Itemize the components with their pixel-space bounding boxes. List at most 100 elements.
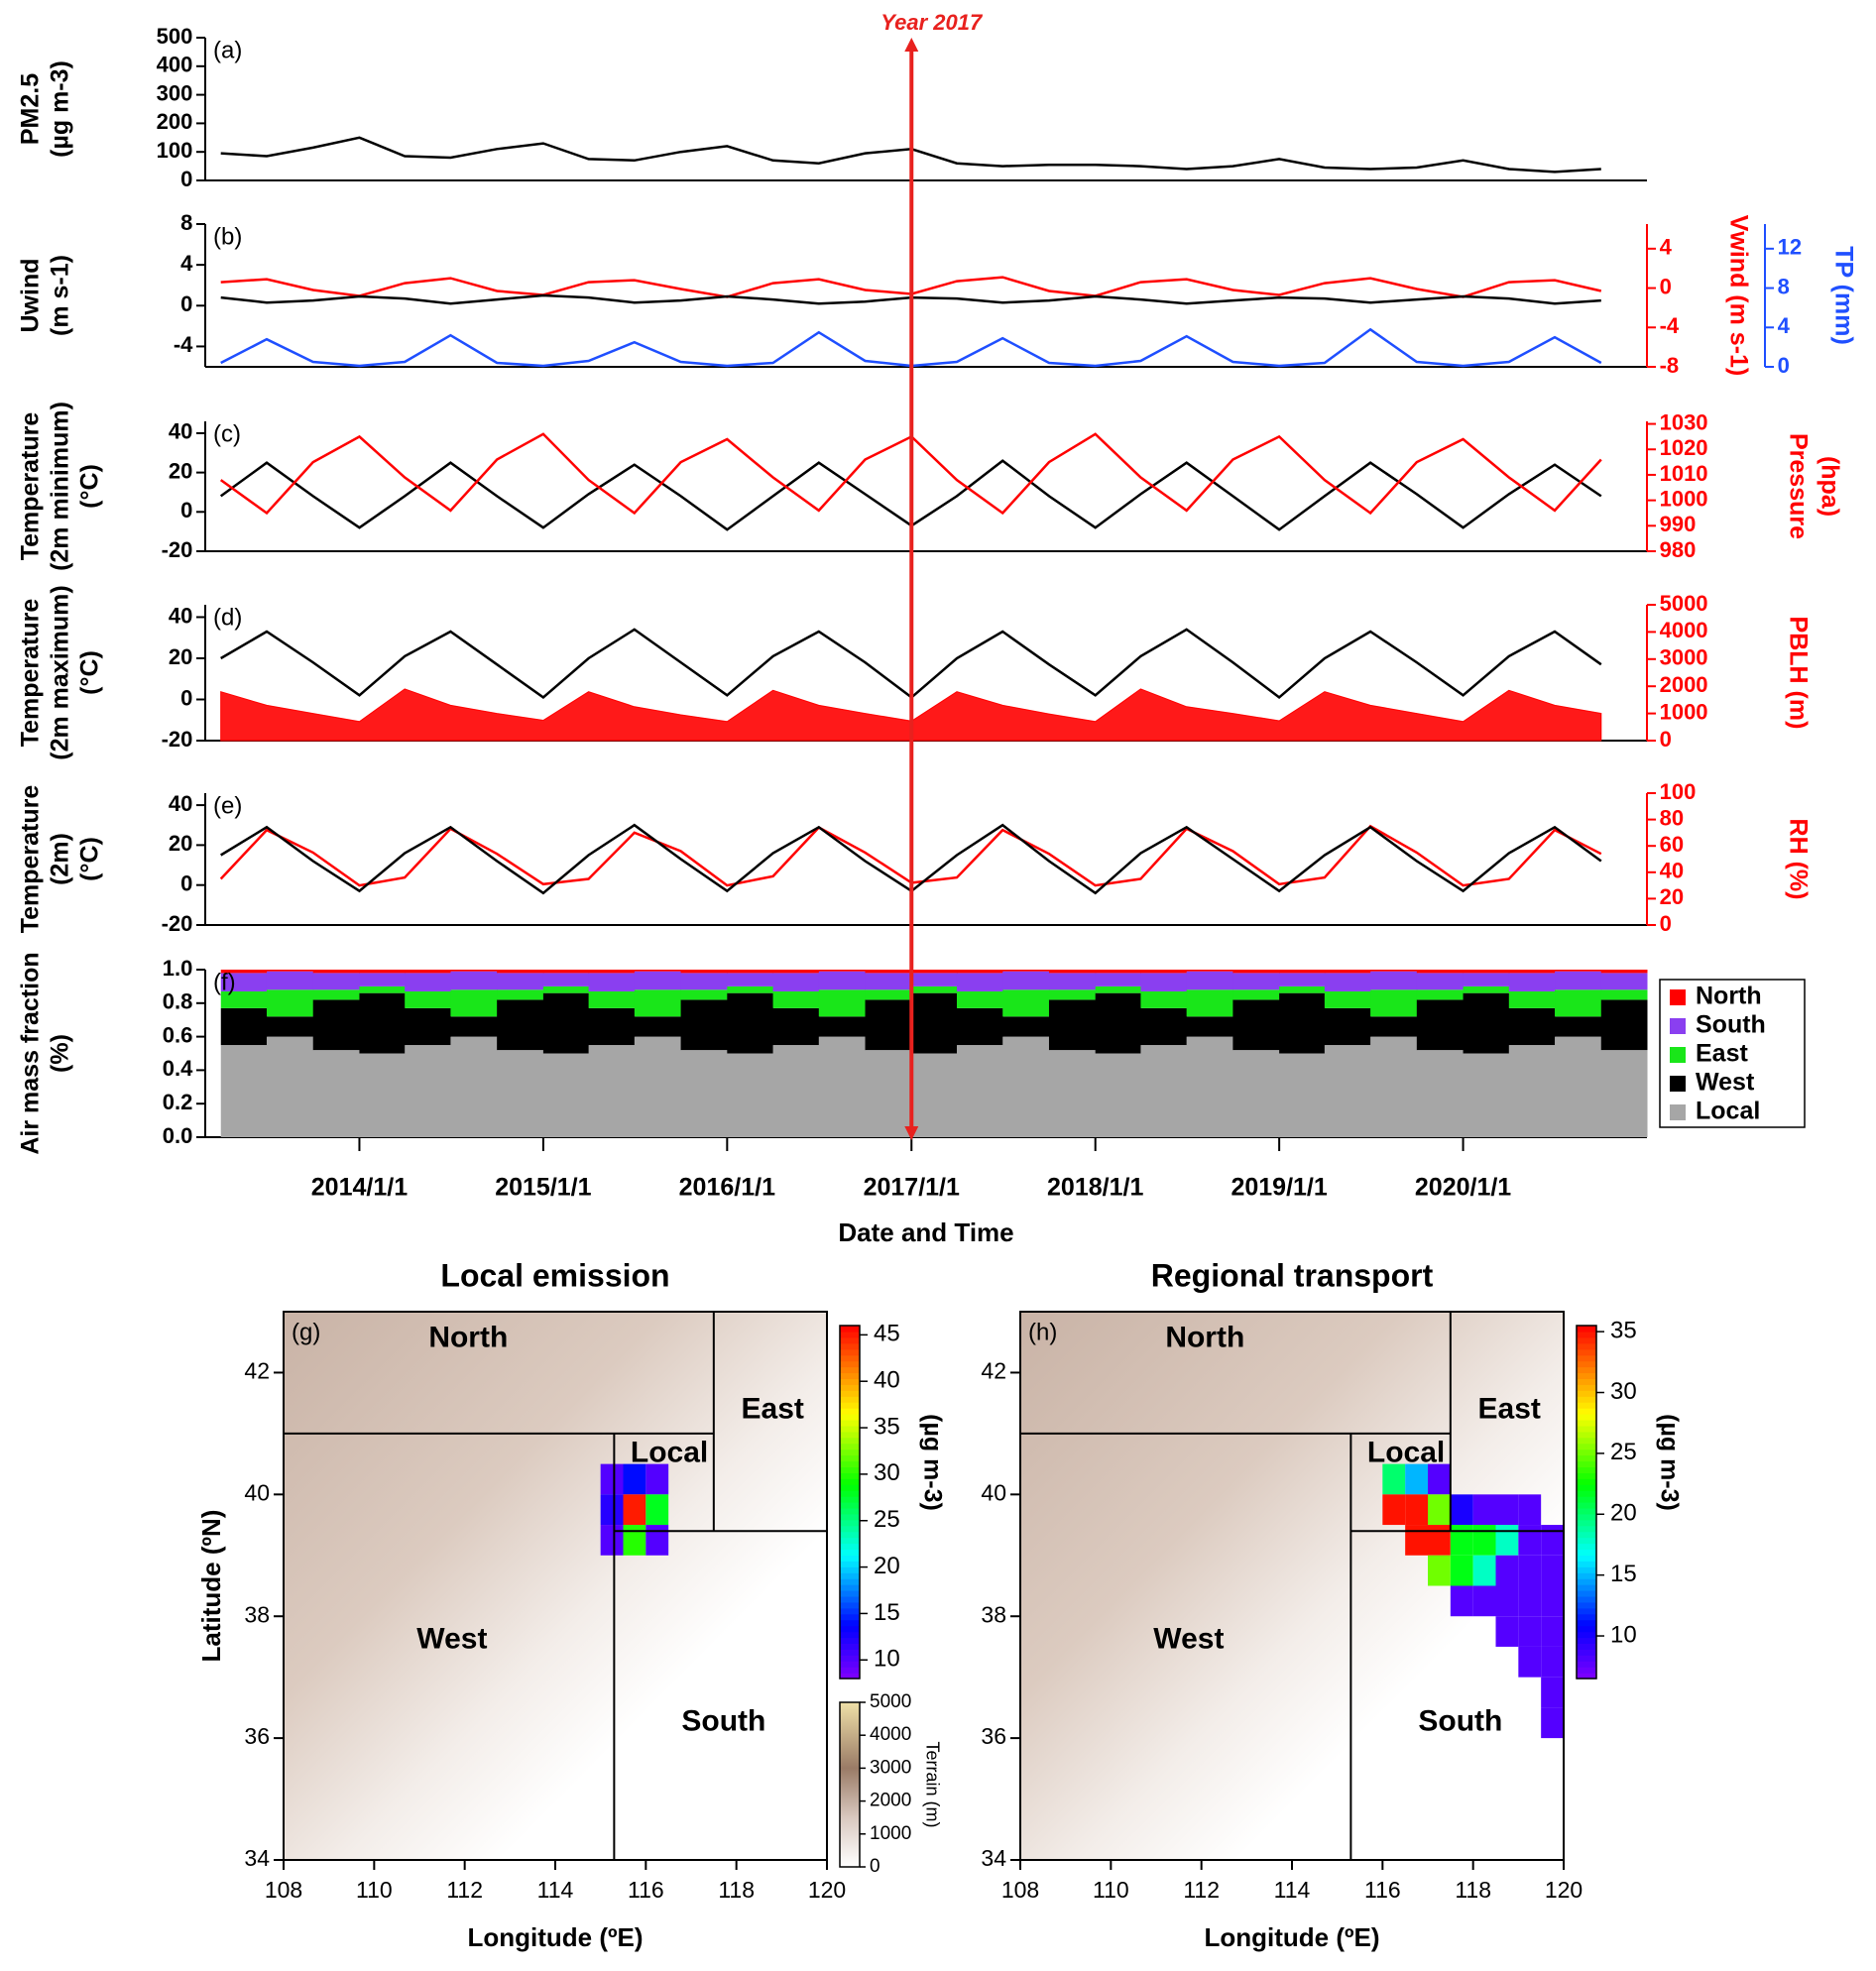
area-segment (1095, 992, 1141, 1054)
area-segment (588, 970, 636, 974)
area-segment (727, 986, 774, 993)
panel-label: (b) (213, 223, 242, 250)
area-segment (359, 973, 406, 986)
y-tick-label: 0 (1660, 911, 1672, 936)
colorbar-step (840, 1460, 860, 1467)
y-tick-label: 40 (169, 419, 192, 444)
y-tick-label: 1030 (1660, 409, 1708, 434)
area-segment (727, 973, 774, 986)
y-axis-label: Temperature (17, 599, 45, 748)
area-segment (634, 971, 682, 990)
area-segment (1186, 971, 1233, 990)
y-tick-label: 36 (244, 1723, 270, 1749)
colorbar-step (1577, 1637, 1596, 1644)
region-label: North (1165, 1322, 1244, 1354)
colorbar-step (1577, 1431, 1596, 1439)
colorbar-step (1577, 1655, 1596, 1662)
y-tick-label: 0.8 (163, 989, 193, 1014)
y-axis-label: (°C) (76, 464, 104, 509)
colorbar-step (1577, 1525, 1596, 1533)
x-tick-label: 2019/1/1 (1231, 1174, 1327, 1202)
area-segment (1095, 986, 1141, 993)
heat-cell (1495, 1494, 1519, 1526)
colorbar-step (1577, 1466, 1596, 1473)
area-segment (1370, 1016, 1418, 1037)
area-segment (1048, 970, 1097, 974)
heat-cell (1541, 1525, 1564, 1556)
area-segment (1324, 973, 1371, 991)
y-tick-label: 0 (180, 871, 192, 896)
y-tick-label: 8 (180, 210, 192, 235)
colorbar-step (840, 1572, 860, 1579)
y-axis-label: (2m minimum) (47, 402, 74, 571)
colorbar-step (840, 1649, 860, 1656)
colorbar-frame (1576, 1325, 1597, 1680)
colorbar-step (840, 1449, 860, 1456)
area-segment (1095, 970, 1141, 974)
x-tick-label: 2018/1/1 (1047, 1174, 1143, 1202)
heat-cell (1382, 1494, 1406, 1526)
colorbar-step (840, 1519, 860, 1527)
area-segment (312, 989, 360, 1000)
colorbar-step (1577, 1472, 1596, 1479)
colorbar-tick-label: 35 (874, 1413, 900, 1440)
colorbar-step (840, 1537, 860, 1545)
colorbar-step (840, 1531, 860, 1539)
area-segment (359, 986, 406, 993)
legend-label: East (1696, 1040, 1748, 1068)
colorbar-step (840, 1472, 860, 1479)
area-segment (1279, 1053, 1326, 1137)
area-segment (772, 990, 820, 1008)
heat-cell (1450, 1525, 1473, 1556)
area-segment (542, 992, 590, 1054)
y-tick-label: 0 (180, 685, 192, 710)
heat-cell (1405, 1494, 1428, 1526)
colorbar-step (1577, 1607, 1596, 1615)
area-segment (727, 992, 774, 1054)
x-tick-label: 116 (628, 1877, 664, 1903)
y-tick-label: 4 (1778, 313, 1791, 338)
y-tick-label: 1.0 (163, 956, 193, 981)
area-segment (1600, 973, 1648, 990)
x-tick-label: 110 (1093, 1877, 1129, 1903)
heat-cell (1495, 1525, 1519, 1556)
area-segment (1370, 1036, 1418, 1137)
area-segment (956, 970, 1003, 974)
region-label: Local (1367, 1437, 1445, 1469)
area-segment (312, 1050, 360, 1137)
y-tick-label: -4 (174, 332, 193, 357)
colorbar-step (840, 1549, 860, 1556)
colorbar-step (840, 1443, 860, 1450)
colorbar-step (1577, 1601, 1596, 1609)
colorbar-step (1577, 1396, 1596, 1403)
colorbar-step (840, 1408, 860, 1415)
region-label: South (1418, 1705, 1502, 1738)
area-segment (818, 970, 867, 972)
area-segment (542, 1053, 590, 1137)
heat-cell (1450, 1494, 1473, 1526)
area-segment (1232, 1050, 1280, 1137)
x-tick-label: 114 (537, 1877, 574, 1903)
colorbar-step (1577, 1507, 1596, 1515)
y-tick-label: 0 (180, 291, 192, 316)
area-segment (220, 990, 268, 1008)
area-segment (772, 1007, 820, 1046)
area-segment (911, 992, 958, 1054)
area-segment (266, 970, 314, 972)
colorbar-step (1577, 1348, 1596, 1356)
area-segment (1002, 1036, 1050, 1137)
colorbar-step (840, 1342, 860, 1350)
area-segment (266, 989, 314, 1017)
x-tick-label: 112 (446, 1877, 483, 1903)
colorbar-step (1577, 1372, 1596, 1379)
x-tick-label: 2014/1/1 (311, 1174, 408, 1202)
colorbar-step (1577, 1661, 1596, 1668)
y-tick-label: 980 (1660, 537, 1697, 562)
area-segment (680, 970, 728, 974)
map-title: Regional transport (1151, 1257, 1434, 1293)
colorbar-step (840, 1431, 860, 1439)
area-segment (1416, 973, 1465, 990)
colorbar-step (1577, 1419, 1596, 1427)
y-tick-label: 0 (1660, 727, 1672, 752)
